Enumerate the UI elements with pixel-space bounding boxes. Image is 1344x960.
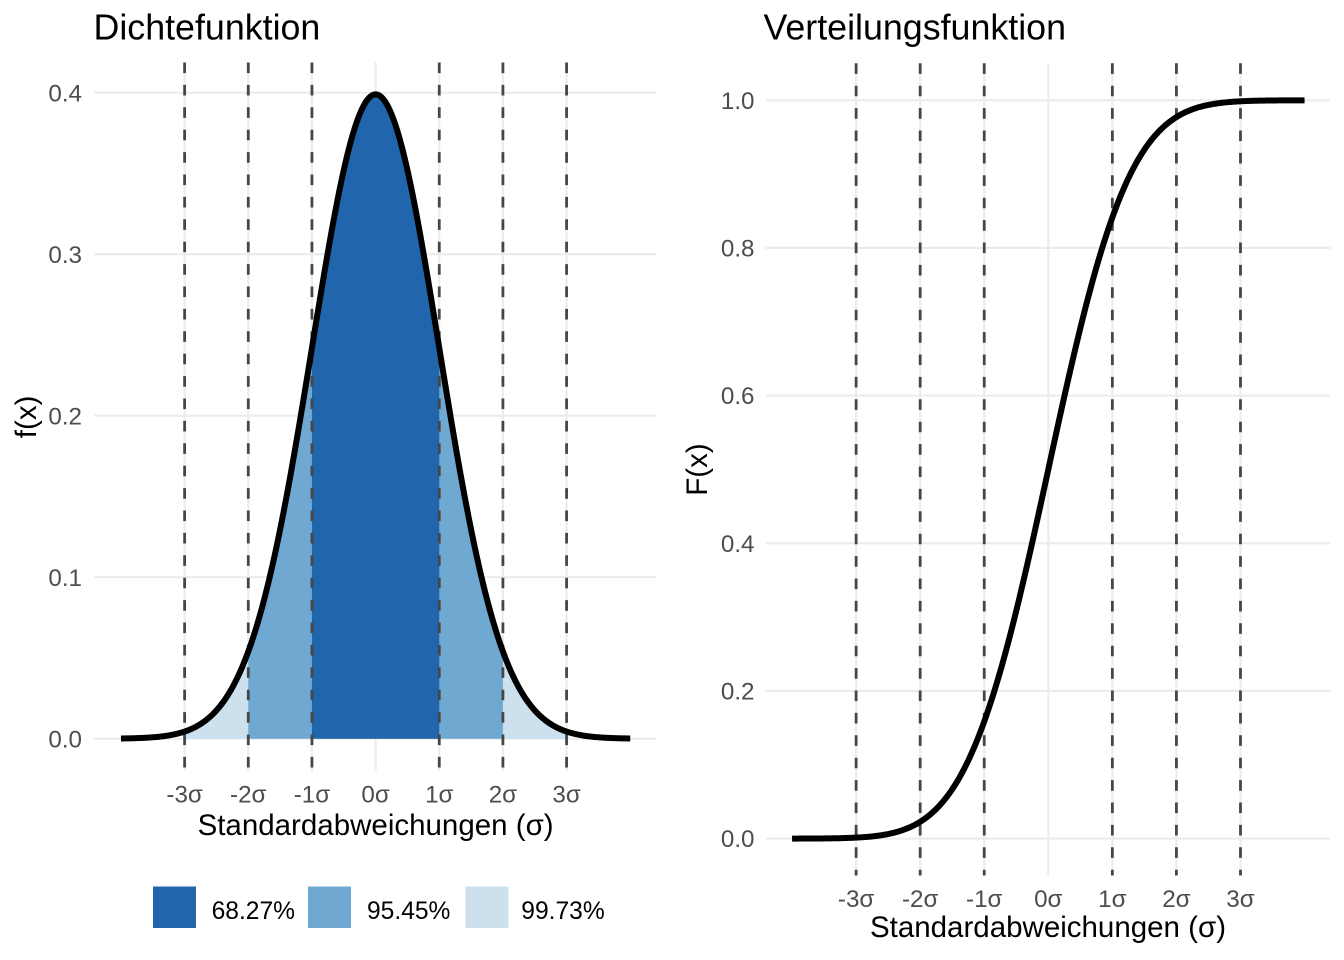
svg-text:95.45%: 95.45% (367, 898, 450, 925)
svg-text:0σ: 0σ (361, 781, 389, 808)
svg-text:0.1: 0.1 (48, 565, 82, 592)
svg-text:-1σ: -1σ (294, 781, 331, 808)
svg-text:0.0: 0.0 (48, 726, 82, 753)
svg-text:0.2: 0.2 (48, 403, 82, 430)
svg-text:0.6: 0.6 (721, 383, 755, 410)
svg-text:-2σ: -2σ (902, 886, 939, 913)
svg-text:Standardabweichungen (σ): Standardabweichungen (σ) (198, 809, 554, 842)
svg-text:3σ: 3σ (1226, 886, 1254, 913)
svg-text:F(x): F(x) (681, 443, 714, 495)
svg-text:2σ: 2σ (489, 781, 517, 808)
svg-text:-3σ: -3σ (838, 886, 875, 913)
svg-text:0.2: 0.2 (721, 679, 755, 706)
svg-text:3σ: 3σ (552, 781, 580, 808)
svg-text:0.0: 0.0 (721, 826, 755, 853)
svg-text:-1σ: -1σ (966, 886, 1003, 913)
svg-text:0.4: 0.4 (721, 531, 755, 558)
svg-text:-3σ: -3σ (166, 781, 203, 808)
svg-text:Standardabweichungen (σ): Standardabweichungen (σ) (870, 911, 1226, 944)
svg-text:Dichtefunktion: Dichtefunktion (94, 8, 321, 48)
svg-text:1σ: 1σ (1098, 886, 1126, 913)
svg-text:0σ: 0σ (1034, 886, 1062, 913)
svg-text:0.8: 0.8 (721, 236, 755, 263)
svg-text:1.0: 1.0 (721, 88, 755, 115)
svg-text:-2σ: -2σ (230, 781, 267, 808)
svg-text:Verteilungsfunktion: Verteilungsfunktion (764, 8, 1067, 48)
svg-text:99.73%: 99.73% (521, 898, 604, 925)
svg-text:2σ: 2σ (1162, 886, 1190, 913)
svg-text:f(x): f(x) (10, 396, 43, 439)
svg-text:0.4: 0.4 (48, 80, 82, 107)
svg-text:0.3: 0.3 (48, 242, 82, 269)
svg-text:1σ: 1σ (425, 781, 453, 808)
svg-text:68.27%: 68.27% (212, 898, 295, 925)
